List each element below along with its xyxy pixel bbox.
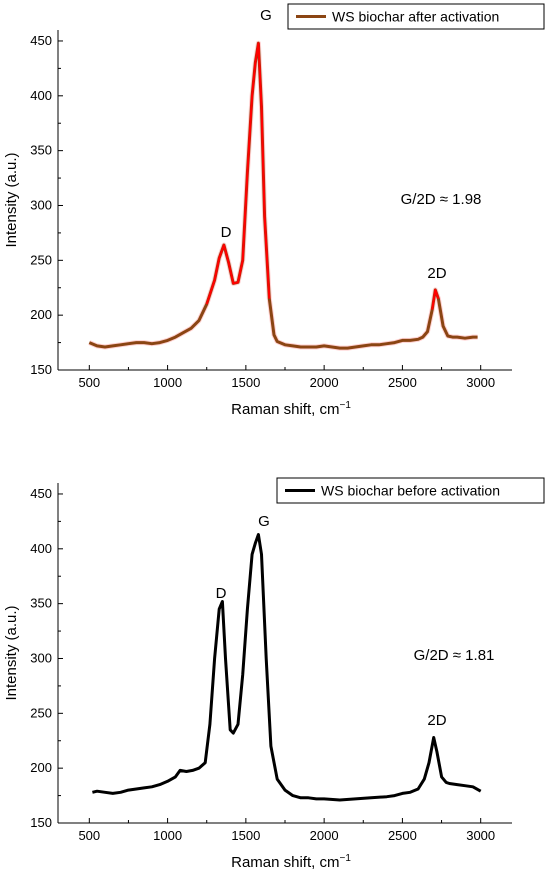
- x-tick-label: 1000: [153, 375, 182, 390]
- x-tick-label: 2500: [388, 828, 417, 843]
- y-tick-label: 450: [30, 486, 52, 501]
- x-tick-label: 3000: [466, 828, 495, 843]
- x-axis-title: Raman shift, cm−1: [231, 853, 351, 871]
- peak-label: 2D: [427, 265, 446, 282]
- x-axis-title-exponent: −1: [339, 400, 351, 411]
- y-tick-label: 150: [30, 362, 52, 377]
- peak-label: G: [260, 7, 272, 24]
- y-tick-label: 200: [30, 307, 52, 322]
- x-axis-title-text: Raman shift, cm: [231, 401, 339, 418]
- series-line: [92, 533, 482, 802]
- x-tick-label: 1000: [153, 828, 182, 843]
- peak-label: D: [221, 224, 232, 241]
- y-tick-label: 300: [30, 197, 52, 212]
- peak-label: D: [216, 585, 227, 602]
- x-tick-label: 500: [78, 828, 100, 843]
- peak-label: G: [258, 513, 270, 530]
- legend: WS biochar after activation: [287, 3, 545, 30]
- chart-panel-2: 150 200 250 300 350 400 450 500 1000 1500 2000 2500…: [3, 477, 545, 871]
- y-tick-label: 250: [30, 705, 52, 720]
- peak-label: 2D: [427, 712, 446, 729]
- series-peak-highlight: [431, 288, 440, 310]
- x-axis-title-text: Raman shift, cm: [231, 854, 339, 871]
- x-tick-label: 2000: [310, 375, 339, 390]
- x-tick-label: 1500: [231, 375, 260, 390]
- chart-panel-1: 150 200 250 300 350 400 450 500 1000 1500 2000 2500…: [3, 3, 545, 418]
- legend-label: WS biochar after activation: [332, 9, 499, 25]
- legend-label: WS biochar before activation: [321, 483, 500, 499]
- y-axis-title: Intensity (a.u.): [3, 605, 20, 700]
- legend-box: [276, 477, 545, 504]
- x-tick-label: 2500: [388, 375, 417, 390]
- legend-box: [287, 3, 545, 30]
- series-line: [88, 41, 478, 350]
- y-tick-label: 150: [30, 815, 52, 830]
- y-tick-label: 300: [30, 650, 52, 665]
- y-tick-label: 450: [30, 33, 52, 48]
- y-tick-label: 400: [30, 88, 52, 103]
- legend: WS biochar before activation: [276, 477, 545, 504]
- y-tick-label: 400: [30, 541, 52, 556]
- y-tick-label: 350: [30, 596, 52, 611]
- y-tick-label: 350: [30, 143, 52, 158]
- x-tick-label: 1500: [231, 828, 260, 843]
- x-tick-label: 2000: [310, 828, 339, 843]
- x-axis-title: Raman shift, cm−1: [231, 400, 351, 418]
- ratio-annotation: G/2D ≈ 1.81: [414, 647, 495, 664]
- y-axis-title: Intensity (a.u.): [3, 152, 20, 247]
- x-tick-label: 500: [78, 375, 100, 390]
- y-tick-label: 250: [30, 252, 52, 267]
- x-tick-label: 3000: [466, 375, 495, 390]
- y-tick-label: 200: [30, 760, 52, 775]
- series-peak-highlight: [205, 42, 271, 305]
- ratio-annotation: G/2D ≈ 1.98: [401, 191, 482, 208]
- x-axis-title-exponent: −1: [339, 853, 351, 864]
